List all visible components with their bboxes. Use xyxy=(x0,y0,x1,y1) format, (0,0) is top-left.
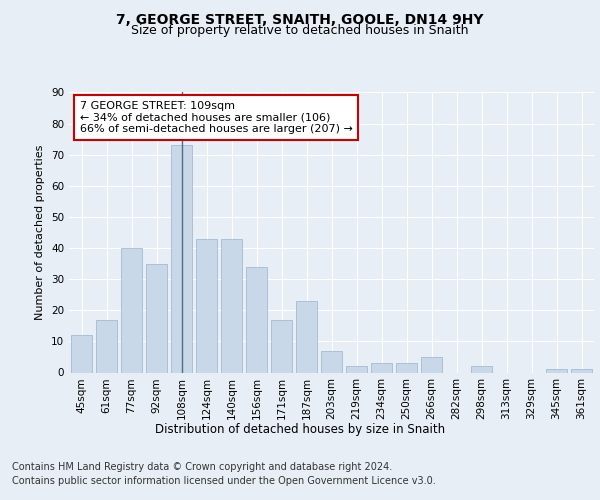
Bar xyxy=(296,301,317,372)
Bar xyxy=(271,320,292,372)
Bar xyxy=(171,146,192,372)
Bar xyxy=(471,366,492,372)
Bar xyxy=(396,363,417,372)
Text: 7, GEORGE STREET, SNAITH, GOOLE, DN14 9HY: 7, GEORGE STREET, SNAITH, GOOLE, DN14 9H… xyxy=(116,12,484,26)
Y-axis label: Number of detached properties: Number of detached properties xyxy=(35,145,46,320)
Bar xyxy=(346,366,367,372)
Bar xyxy=(146,264,167,372)
Text: Contains HM Land Registry data © Crown copyright and database right 2024.: Contains HM Land Registry data © Crown c… xyxy=(12,462,392,472)
Bar xyxy=(71,335,92,372)
Bar xyxy=(571,370,592,372)
Text: 7 GEORGE STREET: 109sqm
← 34% of detached houses are smaller (106)
66% of semi-d: 7 GEORGE STREET: 109sqm ← 34% of detache… xyxy=(79,101,352,134)
Text: Size of property relative to detached houses in Snaith: Size of property relative to detached ho… xyxy=(131,24,469,37)
Bar xyxy=(421,357,442,372)
Bar xyxy=(321,350,342,372)
Bar xyxy=(246,266,267,372)
Bar xyxy=(196,238,217,372)
Text: Contains public sector information licensed under the Open Government Licence v3: Contains public sector information licen… xyxy=(12,476,436,486)
Bar xyxy=(546,370,567,372)
Bar xyxy=(371,363,392,372)
Text: Distribution of detached houses by size in Snaith: Distribution of detached houses by size … xyxy=(155,422,445,436)
Bar xyxy=(121,248,142,372)
Bar xyxy=(96,320,117,372)
Bar xyxy=(221,238,242,372)
